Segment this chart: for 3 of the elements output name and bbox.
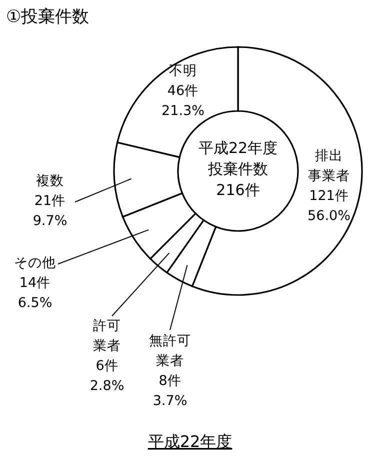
center-label: 平成22年度投棄件数216件: [198, 139, 278, 199]
title: ①投棄件数: [6, 7, 90, 27]
caption: 平成22年度: [148, 432, 232, 451]
